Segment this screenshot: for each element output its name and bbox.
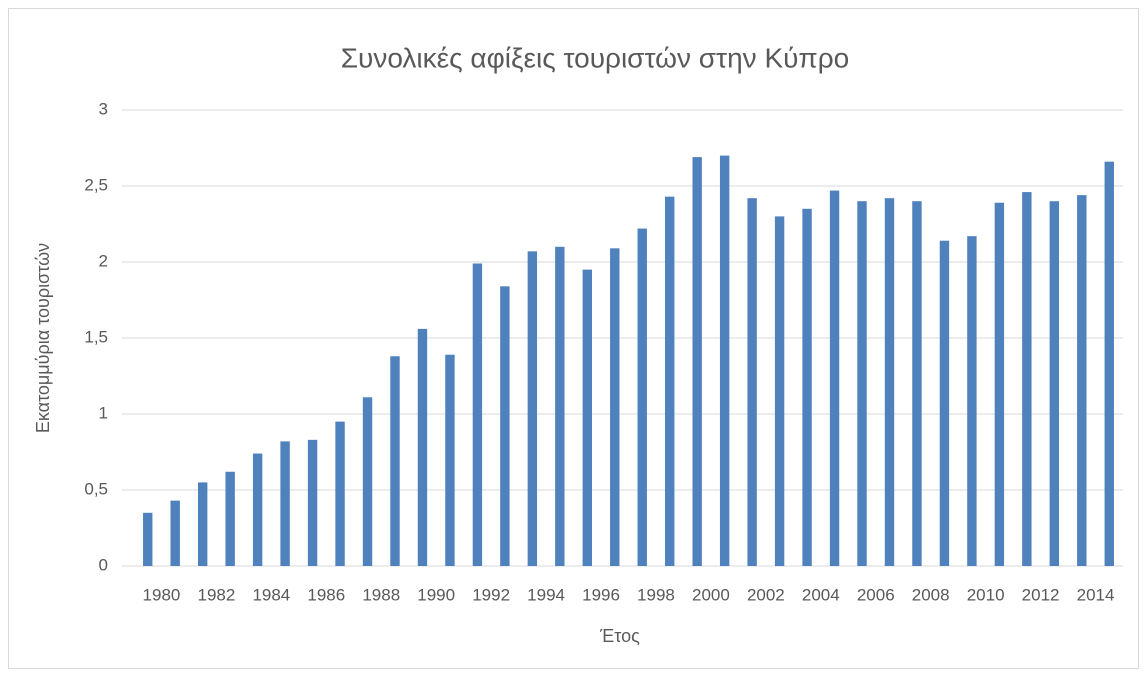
y-tick-label: 1,5 — [84, 327, 108, 346]
bar — [582, 269, 592, 566]
y-tick-label: 2 — [99, 251, 108, 270]
bar — [829, 190, 840, 566]
y-axis-label: Εκατομμύρια τουριστών — [33, 243, 53, 433]
y-tick-label: 1 — [99, 403, 108, 422]
bar — [967, 236, 977, 566]
y-tick-label: 3 — [99, 99, 108, 118]
bar — [884, 198, 895, 566]
chart-title: Συνολικές αφίξεις τουριστών στην Κύπρο — [341, 42, 850, 73]
bar — [527, 251, 538, 567]
bar — [747, 198, 757, 566]
bar — [610, 248, 620, 566]
bar — [197, 482, 208, 566]
bar — [857, 201, 867, 566]
bar — [143, 512, 153, 566]
bar — [802, 208, 812, 567]
bar — [170, 500, 180, 566]
x-tick-label: 2000 — [692, 585, 730, 604]
bar — [939, 240, 950, 566]
x-tick-label: 2010 — [967, 585, 1005, 604]
x-tick-label: 2014 — [1077, 585, 1115, 604]
x-tick-label: 1992 — [472, 585, 510, 604]
bar — [1104, 161, 1114, 566]
x-tick-label: 2008 — [912, 585, 950, 604]
bar — [1049, 201, 1060, 566]
bar — [307, 439, 318, 566]
x-tick-label: 1982 — [198, 585, 236, 604]
bar — [912, 201, 922, 566]
bar — [417, 328, 428, 566]
bar — [1022, 192, 1032, 566]
x-tick-label: 1998 — [637, 585, 675, 604]
bar — [390, 356, 400, 566]
x-tick-label: 1986 — [307, 585, 345, 604]
bar — [472, 263, 483, 566]
x-tick-label: 1984 — [252, 585, 290, 604]
bar — [555, 246, 565, 567]
bar — [692, 157, 702, 566]
y-tick-label: 0,5 — [84, 479, 108, 498]
x-tick-label: 2002 — [747, 585, 785, 604]
bar — [1077, 195, 1087, 566]
bar — [500, 286, 510, 566]
bar — [335, 421, 345, 566]
y-tick-label: 2,5 — [84, 175, 108, 194]
bar — [445, 354, 455, 566]
bar — [252, 453, 263, 566]
bar — [280, 441, 290, 566]
bar — [665, 196, 675, 566]
x-tick-label: 1980 — [143, 585, 181, 604]
x-tick-label: 1994 — [527, 585, 565, 604]
y-tick-label: 0 — [99, 555, 108, 574]
x-tick-label: 2004 — [802, 585, 840, 604]
bar — [774, 216, 785, 566]
bar — [362, 397, 373, 566]
x-tick-label: 2012 — [1022, 585, 1060, 604]
bar — [637, 228, 647, 566]
bar — [225, 471, 235, 566]
x-tick-label: 2006 — [857, 585, 895, 604]
x-tick-label: 1990 — [417, 585, 455, 604]
x-tick-label: 1996 — [582, 585, 620, 604]
bar — [994, 202, 1005, 566]
x-axis-label: Έτος — [599, 626, 640, 646]
x-tick-label: 1988 — [362, 585, 400, 604]
bar — [719, 155, 730, 566]
